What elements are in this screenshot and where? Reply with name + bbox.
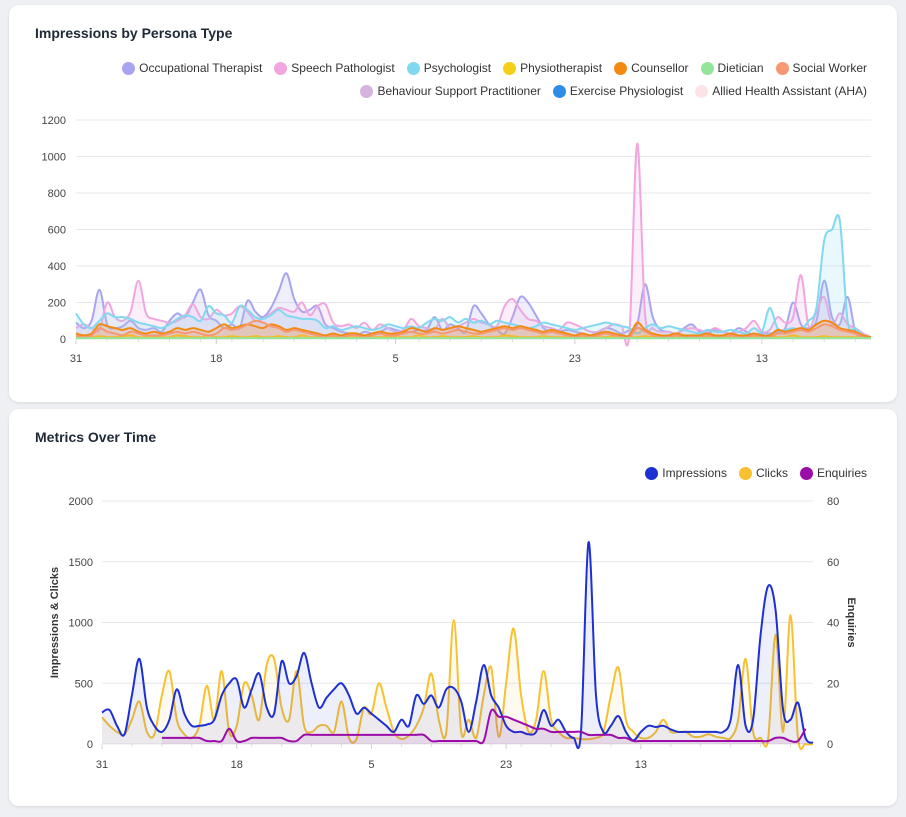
legend-label: Social Worker (792, 61, 867, 75)
legend-swatch (738, 466, 752, 480)
y-right-tick-label: 60 (827, 557, 839, 569)
legend-label: Clicks (755, 466, 788, 480)
legend-label: Occupational Therapist (139, 61, 263, 75)
legend-item-behaviour-support-practitioner[interactable]: Behaviour Support Practitioner (360, 84, 541, 98)
series-line-counsellor[interactable] (75, 319, 872, 339)
series-area-social-worker (76, 320, 871, 339)
series-area-impressions (102, 542, 813, 749)
legend-swatch (700, 61, 714, 75)
persona-area-chart: 0 200 400 600 800 1000 1200 31 18 5 23 13 (42, 115, 872, 365)
legend-swatch (274, 61, 288, 75)
y-left-tick-label: 0 (87, 739, 93, 751)
legend-label: Exercise Physiologist (569, 84, 684, 98)
y-right-tick-label: 20 (827, 678, 839, 690)
legend-swatch (775, 61, 789, 75)
legend-item-psychologist[interactable]: Psychologist (406, 61, 492, 75)
series-line-clicks[interactable] (101, 614, 814, 751)
legend-item-exercise-physiologist[interactable]: Exercise Physiologist (552, 84, 684, 98)
legend-swatch (614, 61, 628, 75)
persona-legend: Occupational Therapist Speech Pathologist… (107, 61, 867, 98)
metrics-line-chart: 0 500 1000 1500 2000 0 20 40 60 80 31 18 5 23 13 Impres… (49, 496, 857, 771)
series-line-occupational-therapist[interactable] (75, 272, 872, 339)
legend-item-social-worker[interactable]: Social Worker (775, 61, 867, 75)
legend-label: Counsellor (631, 61, 689, 75)
legend-swatch (122, 61, 136, 75)
x-tick-label: 13 (635, 759, 647, 771)
y-tick-label: 1200 (42, 115, 66, 127)
x-tick-label: 5 (392, 353, 398, 365)
legend-item-clicks[interactable]: Clicks (738, 466, 788, 480)
legend-swatch (360, 84, 374, 98)
series-area-speech-pathologist (76, 143, 871, 346)
legend-label: Psychologist (423, 61, 492, 75)
persona-impressions-card: Impressions by Persona Type Occupational… (9, 5, 897, 402)
legend-swatch (503, 61, 517, 75)
x-tick-label: 31 (96, 759, 108, 771)
legend-label: Enquiries (816, 466, 867, 480)
y-right-tick-label: 40 (827, 618, 839, 630)
y-tick-label: 600 (48, 225, 66, 237)
y-right-tick-label: 80 (827, 496, 839, 508)
legend-item-speech-pathologist[interactable]: Speech Pathologist (274, 61, 395, 75)
x-tick-label: 13 (756, 353, 768, 365)
y-left-tick-label: 500 (75, 678, 93, 690)
legend-label: Behaviour Support Practitioner (377, 84, 541, 98)
y-left-tick-label: 1500 (69, 557, 93, 569)
legend-label: Allied Health Assistant (AHA) (712, 84, 867, 98)
y-tick-label: 200 (48, 298, 66, 310)
legend-swatch (645, 466, 659, 480)
x-tick-label: 18 (231, 759, 243, 771)
y-right-axis-title: Enquiries (845, 597, 857, 647)
legend-label: Physiotherapist (520, 61, 603, 75)
metrics-chart-title: Metrics Over Time (35, 429, 157, 445)
legend-swatch (406, 61, 420, 75)
series-line-enquiries[interactable] (161, 708, 807, 745)
y-tick-label: 400 (48, 261, 66, 273)
x-tick-label: 23 (569, 353, 581, 365)
legend-swatch (799, 466, 813, 480)
y-left-tick-label: 1000 (69, 618, 93, 630)
y-left-axis-title: Impressions & Clicks (49, 567, 61, 678)
x-tick-label: 18 (210, 353, 222, 365)
x-tick-label: 31 (70, 353, 82, 365)
legend-item-enquiries[interactable]: Enquiries (799, 466, 867, 480)
legend-swatch (552, 84, 566, 98)
y-right-tick-label: 0 (827, 739, 833, 751)
x-tick-label: 5 (368, 759, 374, 771)
legend-item-physiotherapist[interactable]: Physiotherapist (503, 61, 602, 75)
legend-item-counsellor[interactable]: Counsellor (614, 61, 689, 75)
y-tick-label: 0 (60, 334, 66, 346)
legend-item-impressions[interactable]: Impressions (645, 466, 727, 480)
series-line-impressions[interactable] (101, 541, 814, 750)
legend-label: Impressions (662, 466, 727, 480)
y-tick-label: 1000 (42, 152, 66, 164)
y-left-tick-label: 2000 (69, 496, 93, 508)
legend-label: Dietician (717, 61, 764, 75)
legend-item-dietician[interactable]: Dietician (700, 61, 764, 75)
series-line-psychologist[interactable] (75, 213, 872, 339)
metrics-legend: Impressions Clicks Enquiries (645, 466, 867, 480)
y-tick-label: 800 (48, 188, 66, 200)
legend-label: Speech Pathologist (291, 61, 395, 75)
legend-swatch (695, 84, 709, 98)
metrics-over-time-card: Metrics Over Time Impressions Clicks Enqui… (9, 409, 897, 806)
persona-chart-title: Impressions by Persona Type (35, 25, 233, 41)
legend-item-occupational-therapist[interactable]: Occupational Therapist (122, 61, 262, 75)
legend-item-allied-health-assistant-aha[interactable]: Allied Health Assistant (AHA) (695, 84, 867, 98)
x-tick-label: 23 (500, 759, 512, 771)
